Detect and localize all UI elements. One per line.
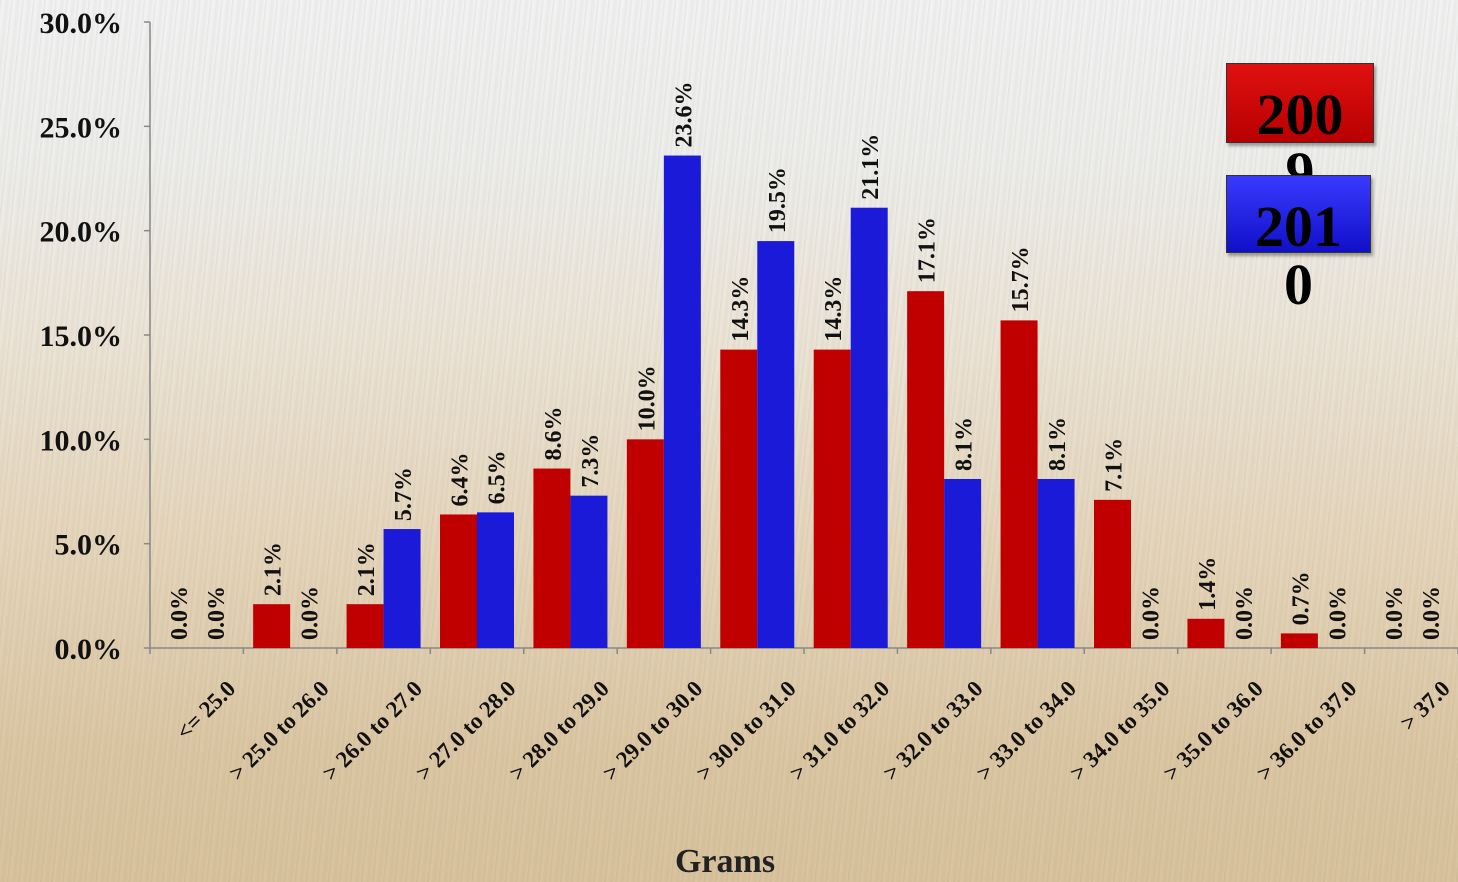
legend-label-2010: 2010	[1255, 194, 1342, 317]
bar-2009-2	[346, 604, 384, 648]
y-tick-label: 5.0%	[55, 529, 123, 562]
data-label-2009-10: 7.1%	[1102, 438, 1128, 492]
data-label-2009-3: 6.4%	[448, 452, 474, 506]
bar-2009-3	[440, 514, 477, 648]
bar-2009-1	[253, 604, 291, 648]
data-label-2010-2: 5.7%	[391, 467, 417, 521]
x-tick-label: > 26.0 to 27.0	[317, 676, 427, 786]
bar-2010-8	[944, 478, 982, 648]
y-tick-label: 15.0%	[40, 320, 123, 353]
data-label-2010-4: 7.3%	[578, 434, 604, 488]
x-axis-title: Grams	[675, 843, 775, 880]
x-axis: <= 25.0> 25.0 to 26.0> 26.0 to 27.0> 27.…	[149, 647, 1458, 786]
data-label-2010-9: 8.1%	[1045, 417, 1071, 471]
data-label-2009-12: 0.7%	[1288, 571, 1314, 625]
data-label-2010-1: 0.0%	[298, 586, 324, 640]
data-label-2009-4: 8.6%	[541, 407, 567, 461]
bar-2009-10	[1094, 499, 1131, 648]
legend-item-2010: 2010	[1226, 175, 1371, 314]
data-label-2009-6: 14.3%	[728, 276, 754, 342]
x-tick-label: > 34.0 to 35.0	[1065, 676, 1175, 786]
bar-2010-9	[1037, 478, 1075, 648]
x-tick-label: > 32.0 to 33.0	[878, 676, 988, 786]
bar-2009-6	[720, 349, 758, 648]
y-tick-label: 10.0%	[40, 424, 123, 457]
data-label-2010-3: 6.5%	[485, 450, 511, 504]
data-label-2010-11: 0.0%	[1232, 586, 1258, 640]
x-tick-label: <= 25.0	[172, 676, 241, 745]
x-tick-label: > 35.0 to 36.0	[1158, 676, 1268, 786]
x-tick-label: > 36.0 to 37.0	[1252, 676, 1362, 786]
bars	[253, 155, 1318, 649]
bar-2010-2	[383, 529, 421, 648]
bar-2009-8	[907, 291, 945, 648]
bar-2009-7	[813, 349, 851, 648]
data-label-2010-5: 23.6%	[671, 82, 697, 148]
bar-2009-12	[1280, 633, 1318, 648]
x-tick-label: > 30.0 to 31.0	[691, 676, 801, 786]
x-tick-label: > 29.0 to 30.0	[598, 676, 708, 786]
y-tick-label: 20.0%	[40, 216, 123, 249]
bar-2009-9	[1000, 320, 1038, 648]
x-tick-label: > 37.0	[1395, 676, 1454, 735]
x-tick-label: > 25.0 to 26.0	[224, 676, 334, 786]
x-tick-label: > 27.0 to 28.0	[411, 676, 521, 786]
bar-labels: 0.0% 2.1% 2.1% 6.4% 8.6% 10.0% 14.3% 14.3% 17.1%…	[167, 82, 1445, 640]
y-tick-label: 30.0%	[40, 7, 123, 40]
bar-2010-4	[570, 495, 608, 648]
data-label-2009-7: 14.3%	[821, 276, 847, 342]
data-label-2010-13: 0.0%	[1419, 586, 1445, 640]
data-label-2010-8: 8.1%	[952, 417, 978, 471]
bar-2010-7	[850, 207, 888, 649]
data-label-2010-6: 19.5%	[765, 167, 791, 233]
x-tick-label: > 28.0 to 29.0	[504, 676, 614, 786]
legend-item-2009: 2009	[1226, 63, 1374, 202]
bar-2010-6	[757, 241, 795, 648]
data-label-2010-10: 0.0%	[1139, 586, 1165, 640]
x-tick-label: > 31.0 to 32.0	[785, 676, 895, 786]
data-label-2009-1: 2.1%	[261, 542, 287, 596]
y-tick-label: 25.0%	[40, 111, 123, 144]
y-tick-label: 0.0%	[55, 633, 123, 666]
data-label-2009-8: 17.1%	[915, 217, 941, 283]
bar-2010-3	[477, 512, 514, 648]
y-axis: 0.0% 5.0% 10.0% 15.0% 20.0% 25.0% 30.0%	[40, 7, 151, 666]
bar-2009-4	[533, 468, 571, 648]
data-label-2010-0: 0.0%	[204, 586, 230, 640]
bar-2010-5	[663, 155, 701, 648]
data-label-2009-5: 10.0%	[634, 365, 660, 431]
data-label-2009-9: 15.7%	[1008, 246, 1034, 312]
data-label-2009-2: 2.1%	[354, 542, 380, 596]
x-tick-label: > 33.0 to 34.0	[971, 676, 1081, 786]
data-label-2010-7: 21.1%	[858, 134, 884, 200]
bar-2009-11	[1187, 618, 1225, 648]
data-label-2009-0: 0.0%	[167, 586, 193, 640]
data-label-2009-13: 0.0%	[1382, 586, 1408, 640]
data-label-2009-11: 1.4%	[1195, 557, 1221, 611]
bar-2009-5	[626, 439, 664, 648]
data-label-2010-12: 0.0%	[1325, 586, 1351, 640]
